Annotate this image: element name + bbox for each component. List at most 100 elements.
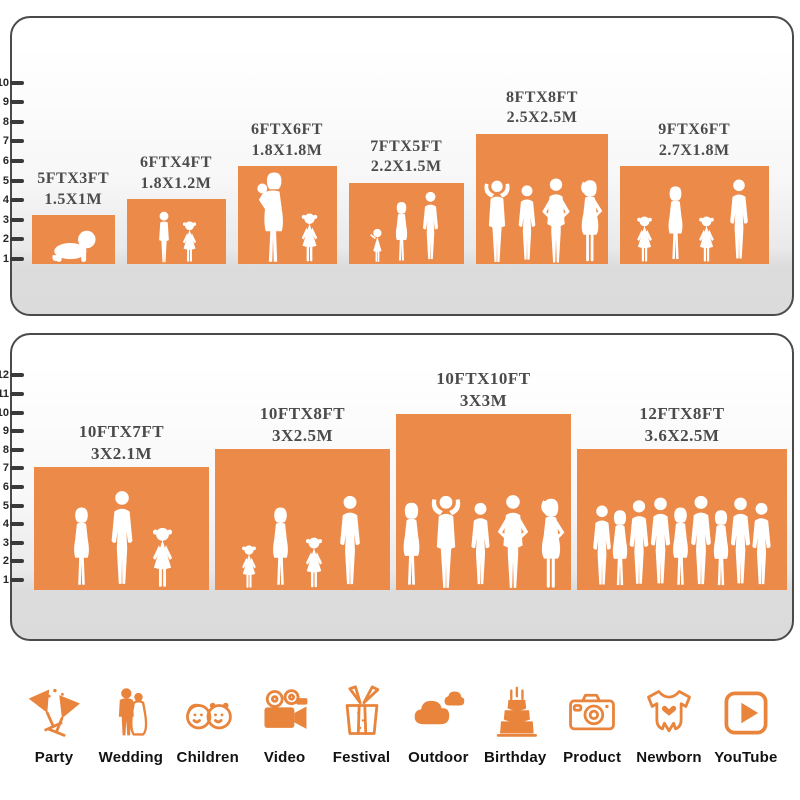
ruler-tick-mark (10, 447, 24, 452)
backdrop-size-label: 7FTX5FT 2.2X1.5M (325, 137, 489, 179)
category-item-festival: Festival (326, 681, 398, 766)
ruler-tick-mark (10, 429, 24, 434)
man-silhouette (730, 179, 749, 259)
toddler-silhouette (370, 228, 382, 262)
backdrop-size-label: 5FTX3FT 1.5X1M (8, 169, 139, 211)
product-icon (564, 681, 620, 741)
category-label: Children (176, 749, 239, 766)
boy-silhouette (158, 211, 169, 263)
size-label-meters: 2.5X2.5M (506, 109, 578, 127)
man-silhouette (339, 495, 360, 585)
backdrop-size-label: 12FTX8FT 3.6X2.5M (553, 403, 800, 447)
ruler-tick-label: 1 (2, 253, 9, 265)
ruler-tick-label: 4 (2, 194, 9, 207)
woman-silhouette (272, 507, 288, 585)
ruler-tick-mark (10, 257, 24, 261)
woman-silhouette (713, 510, 729, 586)
birthday-icon (487, 681, 543, 741)
ruler-tick-label: 6 (2, 155, 9, 167)
backdrop-size-label: 6FTX6FT 1.8X1.8M (214, 120, 361, 162)
ruler-tick-label: 10 (0, 76, 9, 89)
ruler-tick-mark (10, 540, 24, 545)
ruler-tick-label: 3 (2, 536, 9, 549)
size-label-meters: 1.8X1.8M (251, 141, 323, 159)
category-label: Wedding (98, 749, 164, 766)
category-item-outdoor: Outdoor (402, 681, 474, 766)
girl-silhouette (241, 545, 256, 588)
category-row: Party Wedding Children Video Festival Outdoor… (18, 656, 782, 766)
man-hands-on-hips-silhouette (541, 178, 570, 263)
backdrop-size-label: 8FTX8FT 2.5X2.5M (452, 88, 632, 130)
ruler-tick-label: 5 (2, 174, 9, 187)
backdrop-rect-10ftx8ft (215, 449, 390, 590)
girl-silhouette (637, 216, 653, 262)
category-item-wedding: Wedding (95, 681, 167, 766)
girl-silhouette (182, 221, 196, 262)
backdrop-size-label: 9FTX6FT 2.7X1.8M (596, 120, 793, 162)
woman-silhouette (403, 502, 419, 585)
ruler-tick-mark (10, 119, 24, 124)
ruler-tick-mark (10, 466, 24, 471)
panel-small-backdrops: 109876543215FTX3FT1.5X1M6FTX4FT1.8X1.2M6… (0, 16, 794, 316)
backdrop-rect-12ftx8ft (577, 449, 787, 590)
girl-silhouette (699, 216, 715, 262)
woman-silhouette (673, 507, 688, 585)
size-label-meters: 2.2X1.5M (370, 158, 442, 176)
backdrop-rect-6ftx6ft (237, 166, 337, 264)
man-hands-on-hips-silhouette (497, 495, 528, 588)
category-label: Newborn (636, 749, 702, 766)
ruler-tick-label: 1 (2, 574, 9, 586)
size-label-feet: 10FTX10FT (436, 369, 531, 388)
ruler-tick-label: 2 (2, 233, 9, 246)
size-label-meters: 3X2.5M (271, 426, 334, 446)
backdrop-figures (238, 166, 337, 264)
girl-silhouette (301, 213, 317, 262)
girl-silhouette (152, 527, 172, 587)
ruler-tick-label: 8 (2, 115, 9, 128)
ruler-tick-mark (10, 485, 24, 489)
backdrop-figures (476, 134, 608, 264)
man-silhouette (111, 491, 132, 584)
category-label: Birthday (484, 749, 547, 766)
size-label-meters: 3X3M (459, 391, 508, 411)
ruler-tick-mark (10, 373, 24, 378)
ruler-tick-mark (10, 237, 24, 242)
category-item-product: Product (556, 681, 628, 766)
ruler-tick-mark (10, 159, 24, 163)
ruler-tick-label: 4 (2, 518, 9, 531)
size-label-feet: 10FTX7FT (78, 421, 165, 441)
backdrop-figures (34, 467, 209, 590)
crawling-baby-silhouette (52, 230, 96, 262)
ruler-tick-label: 8 (2, 443, 9, 456)
woman-silhouette (612, 510, 628, 586)
ruler-tick-label: 11 (0, 388, 9, 400)
backdrop-rect-10ftx7ft (34, 466, 209, 590)
woman-posing-silhouette (540, 498, 564, 588)
girl-silhouette (305, 537, 322, 588)
backdrop-figures (32, 215, 115, 264)
backdrop-rect-10ftx10ft (396, 414, 571, 590)
ruler-tick-mark (10, 503, 24, 508)
backdrop-rect-9ftx6ft (620, 166, 769, 264)
ruler-tick-mark (10, 410, 24, 415)
category-item-video: Video (249, 681, 321, 766)
ruler-tick-label: 6 (2, 481, 9, 493)
ruler-tick-mark (10, 139, 24, 144)
category-item-party: Party (18, 681, 90, 766)
ruler-tick-label: 9 (2, 96, 9, 109)
party-icon (26, 681, 82, 741)
man-silhouette (752, 502, 771, 585)
festival-icon (334, 681, 390, 741)
ruler-tick-label: 12 (0, 369, 9, 382)
ruler-tick-label: 2 (2, 555, 9, 568)
ruler-tick-mark (10, 559, 24, 564)
backdrop-figures (577, 449, 787, 590)
size-label-meters: 3X2.1M (90, 443, 153, 463)
size-label-feet: 10FTX8FT (259, 404, 346, 424)
backdrop-rect-5ftx3ft (32, 215, 115, 264)
mother-with-baby-silhouette (256, 172, 283, 262)
size-label-meters: 1.8X1.2M (140, 174, 212, 192)
video-icon (257, 681, 313, 741)
ruler-tick-mark (10, 80, 24, 85)
man-silhouette (593, 505, 611, 585)
